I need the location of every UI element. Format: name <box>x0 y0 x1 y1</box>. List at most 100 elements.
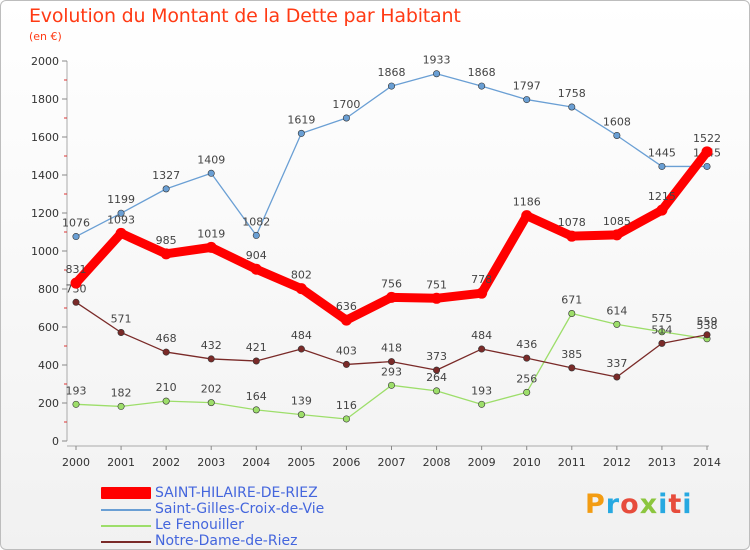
data-point <box>656 204 668 216</box>
data-point <box>478 400 486 408</box>
data-label: 193 <box>471 384 492 397</box>
x-tick-label: 2007 <box>378 456 406 469</box>
y-tick-label: 400 <box>38 359 59 372</box>
y-tick-label: 1600 <box>31 131 59 144</box>
y-tick-label: 800 <box>38 283 59 296</box>
y-tick-label: 600 <box>38 321 59 334</box>
data-point <box>658 339 666 347</box>
logo-letter: i <box>658 489 669 520</box>
data-point <box>162 397 170 405</box>
data-point <box>387 82 395 90</box>
x-tick-label: 2001 <box>107 456 135 469</box>
logo-letter: r <box>605 489 621 520</box>
legend-label-saint-hilaire: SAINT-HILAIRE-DE-RIEZ <box>155 485 318 501</box>
data-label: 1868 <box>468 66 496 79</box>
data-point <box>523 388 531 396</box>
data-label: 337 <box>606 357 627 370</box>
data-point <box>703 162 711 170</box>
data-point <box>613 373 621 381</box>
data-point <box>297 129 305 137</box>
data-label: 202 <box>201 383 222 396</box>
legend-item-saint-hilaire: SAINT-HILAIRE-DE-RIEZ <box>101 485 431 502</box>
data-point <box>252 406 260 414</box>
data-point <box>117 329 125 337</box>
data-point <box>297 411 305 419</box>
legend-label-le-fenouiller: Le Fenouiller <box>155 517 244 533</box>
data-point <box>433 387 441 395</box>
data-point <box>613 320 621 328</box>
data-label: 182 <box>111 386 132 399</box>
data-label: 256 <box>516 372 537 385</box>
data-point <box>476 287 488 299</box>
data-point <box>342 415 350 423</box>
data-label: 1797 <box>513 80 541 93</box>
data-point <box>478 82 486 90</box>
data-point <box>205 241 217 253</box>
data-label: 1619 <box>287 113 315 126</box>
data-point <box>478 345 486 353</box>
data-point <box>160 248 172 260</box>
data-label: 293 <box>381 365 402 378</box>
x-tick-label: 2006 <box>332 456 360 469</box>
data-label: 484 <box>291 329 312 342</box>
data-label: 1085 <box>603 215 631 228</box>
series-line <box>75 73 708 238</box>
data-label: 1868 <box>378 66 406 79</box>
logo-letter: P <box>585 489 606 520</box>
x-tick-label: 2000 <box>62 456 90 469</box>
data-point <box>613 131 621 139</box>
data-point <box>340 314 352 326</box>
proxiti-logo: Proxiti <box>585 489 693 520</box>
data-label: 985 <box>156 234 177 247</box>
data-label: 468 <box>156 332 177 345</box>
data-point <box>521 210 533 222</box>
data-label: 385 <box>561 348 582 361</box>
legend-item-le-fenouiller: Le Fenouiller <box>101 517 431 534</box>
data-label: 671 <box>561 294 582 307</box>
data-point <box>162 185 170 193</box>
data-label: 264 <box>426 371 447 384</box>
data-point <box>207 355 215 363</box>
data-point <box>295 283 307 295</box>
data-label: 116 <box>336 399 357 412</box>
data-point <box>387 358 395 366</box>
y-tick-label: 1200 <box>31 207 59 220</box>
chart-title: Evolution du Montant de la Dette par Hab… <box>29 5 461 27</box>
data-label: 538 <box>697 319 718 332</box>
data-point <box>387 381 395 389</box>
data-label: 571 <box>111 313 132 326</box>
data-point <box>701 146 713 158</box>
data-label: 1522 <box>693 132 721 145</box>
data-label: 1445 <box>648 146 676 159</box>
x-tick-label: 2005 <box>287 456 315 469</box>
data-label: 1199 <box>107 193 135 206</box>
data-label: 831 <box>66 263 87 276</box>
legend-swatch-saint-hilaire <box>101 487 151 499</box>
data-label: 614 <box>606 304 627 317</box>
data-point <box>611 229 623 241</box>
data-point <box>207 169 215 177</box>
data-label: 432 <box>201 339 222 352</box>
data-point <box>568 364 576 372</box>
data-label: 636 <box>336 300 357 313</box>
data-point <box>566 230 578 242</box>
legend-item-saint-gilles: Saint-Gilles-Croix-de-Vie <box>101 501 431 518</box>
data-label: 1327 <box>152 169 180 182</box>
data-label: 904 <box>246 249 267 262</box>
data-label: 1082 <box>242 215 270 228</box>
data-label: 1700 <box>332 98 360 111</box>
logo-letter: t <box>668 489 683 520</box>
logo-letter: o <box>620 489 640 520</box>
logo-letter: i <box>682 489 693 520</box>
data-point <box>250 263 262 275</box>
data-label: 164 <box>246 390 267 403</box>
data-point <box>431 292 443 304</box>
legend-item-notre-dame: Notre-Dame-de-Riez <box>101 533 431 549</box>
data-point <box>523 354 531 362</box>
y-tick-label: 1800 <box>31 93 59 106</box>
data-point <box>433 366 441 374</box>
y-tick-label: 2000 <box>31 55 59 68</box>
legend-label-notre-dame: Notre-Dame-de-Riez <box>155 533 298 549</box>
data-label: 421 <box>246 341 267 354</box>
